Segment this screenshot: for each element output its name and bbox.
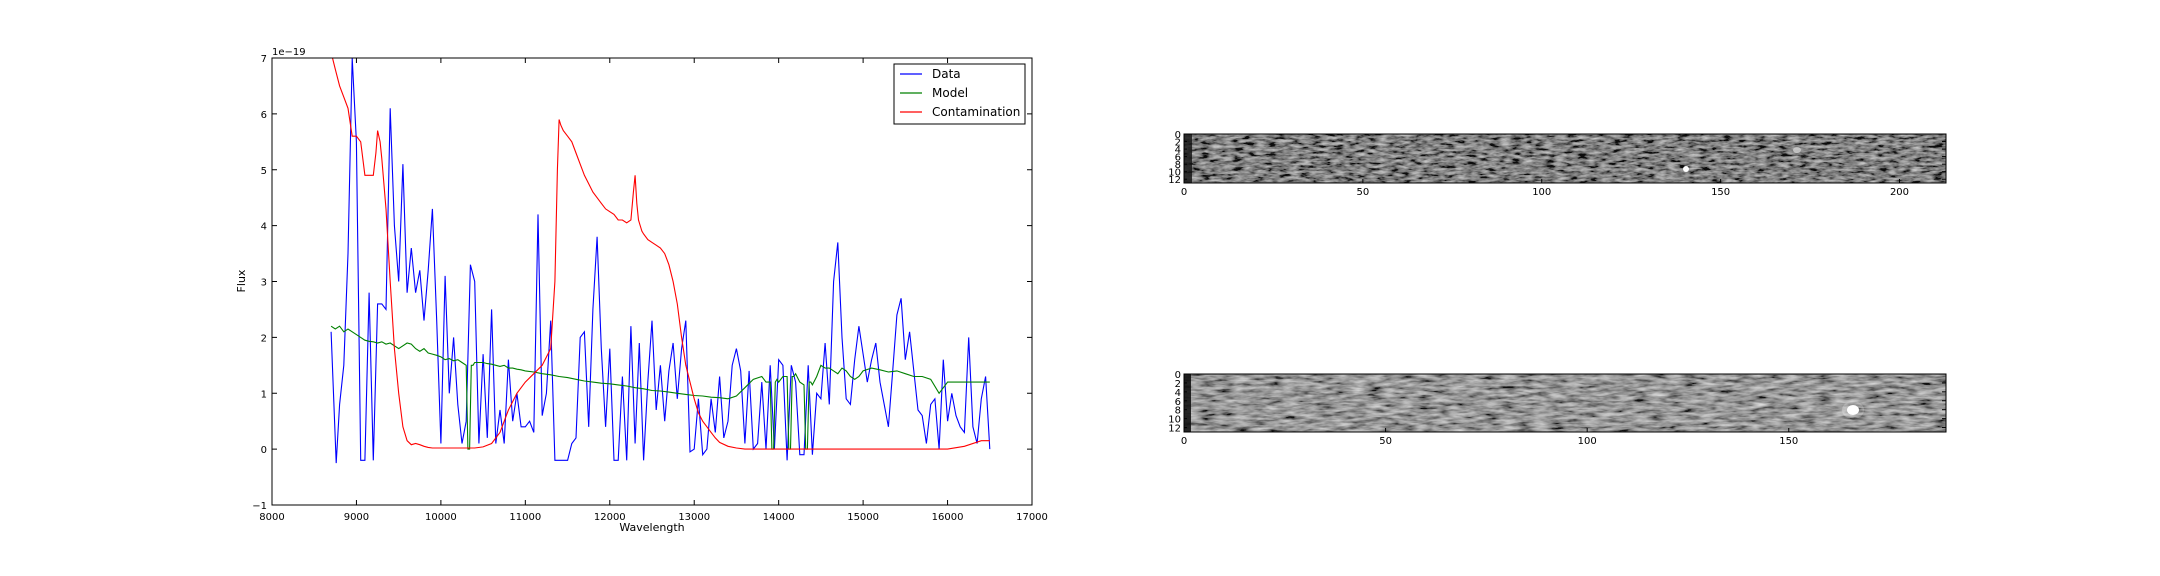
y-tick-label: 3 bbox=[261, 278, 267, 289]
legend-label-data: Data bbox=[932, 67, 961, 81]
image-bottom-y-tick-label: 8 bbox=[1175, 406, 1181, 417]
image-bottom-x-tick-label: 0 bbox=[1181, 436, 1187, 447]
y-tick-label: 4 bbox=[261, 222, 267, 233]
y-tick-label: 1 bbox=[261, 389, 267, 400]
image-bottom-y-tick-label: 0 bbox=[1175, 370, 1181, 381]
series-line-data bbox=[330, 58, 991, 464]
y-tick-label: 0 bbox=[261, 445, 267, 456]
x-tick-label: 9000 bbox=[344, 512, 369, 523]
spectrum-panel: 8000 9000 10000 11000 12000 13000 14000 15000 16… bbox=[235, 47, 1048, 534]
legend-label-model: Model bbox=[932, 86, 968, 100]
offset-text: 1e−19 bbox=[272, 47, 306, 58]
image-top-bright-source bbox=[1683, 166, 1689, 172]
spectrum-axes-frame bbox=[271, 57, 1033, 506]
image-bottom-frame bbox=[1183, 373, 1947, 433]
image-bottom-y-tick-label: 6 bbox=[1175, 397, 1181, 408]
spectrum-series bbox=[330, 58, 991, 464]
image-top-y-tick-label: 6 bbox=[1175, 153, 1181, 164]
image-bottom-features bbox=[1184, 374, 1864, 432]
y-tick-label: −1 bbox=[252, 501, 267, 512]
image-bottom-y-tick-label: 10 bbox=[1168, 415, 1181, 426]
image-bottom-texture bbox=[1184, 374, 1946, 432]
image-top-features bbox=[1184, 134, 1801, 183]
image-bottom-dark-edge bbox=[1184, 374, 1191, 432]
legend-items: Data Model Contamination bbox=[900, 67, 1020, 119]
spectrum-ticks: 8000 9000 10000 11000 12000 13000 14000 15000 16… bbox=[252, 54, 1048, 523]
image-top-x-tick-label: 0 bbox=[1181, 187, 1187, 198]
image-bottom-x-tick-label: 150 bbox=[1779, 436, 1798, 447]
image-top-faint-source bbox=[1793, 147, 1801, 153]
image-top-x-tick-label: 200 bbox=[1890, 187, 1909, 198]
image-top-x-tick-label: 150 bbox=[1711, 187, 1730, 198]
y-tick-label: 6 bbox=[261, 110, 267, 121]
x-tick-label: 13000 bbox=[678, 512, 710, 523]
image-top-y-tick-label: 8 bbox=[1175, 160, 1181, 171]
x-tick-label: 11000 bbox=[509, 512, 541, 523]
image-bottom-y-tick-label: 2 bbox=[1175, 379, 1181, 390]
image-top-y-tick-label: 4 bbox=[1175, 145, 1181, 156]
image-top-frame bbox=[1183, 133, 1947, 184]
series-line-contamination bbox=[331, 58, 990, 450]
x-axis-label: Wavelength bbox=[619, 521, 684, 534]
y-tick-label: 5 bbox=[261, 166, 267, 177]
image-bottom-glow bbox=[1842, 401, 1864, 419]
image-bottom-y-tick-label: 4 bbox=[1175, 388, 1181, 399]
x-tick-label: 10000 bbox=[425, 512, 457, 523]
image-bottom-y-tick-label: 12 bbox=[1168, 424, 1181, 435]
legend-label-contamination: Contamination bbox=[932, 105, 1020, 119]
image-top-x-tick-label: 50 bbox=[1357, 187, 1370, 198]
x-tick-label: 12000 bbox=[594, 512, 626, 523]
y-tick-label: 2 bbox=[261, 333, 267, 344]
legend: Data Model Contamination bbox=[893, 63, 1026, 125]
image-top-y-tick-label: 12 bbox=[1168, 175, 1181, 186]
image-top-y-tick-label: 10 bbox=[1168, 168, 1181, 179]
y-axis-label: Flux bbox=[235, 269, 248, 292]
image-top-x-tick-label: 100 bbox=[1532, 187, 1551, 198]
x-tick-label: 8000 bbox=[259, 512, 284, 523]
x-tick-label: 15000 bbox=[847, 512, 879, 523]
x-tick-label: 16000 bbox=[932, 512, 964, 523]
image-bottom-x-tick-label: 100 bbox=[1578, 436, 1597, 447]
image-bottom-bright-source bbox=[1847, 405, 1859, 415]
image-top-texture bbox=[1184, 134, 1946, 183]
image-bottom-x-tick-label: 50 bbox=[1379, 436, 1392, 447]
series-line-model bbox=[330, 325, 990, 450]
image-top-dark-edge bbox=[1184, 134, 1192, 183]
x-tick-label: 14000 bbox=[763, 512, 795, 523]
x-tick-label: 17000 bbox=[1016, 512, 1048, 523]
image-top-y-tick-label: 0 bbox=[1175, 130, 1181, 141]
y-tick-label: 7 bbox=[261, 54, 267, 65]
image-top-y-tick-label: 2 bbox=[1175, 138, 1181, 149]
